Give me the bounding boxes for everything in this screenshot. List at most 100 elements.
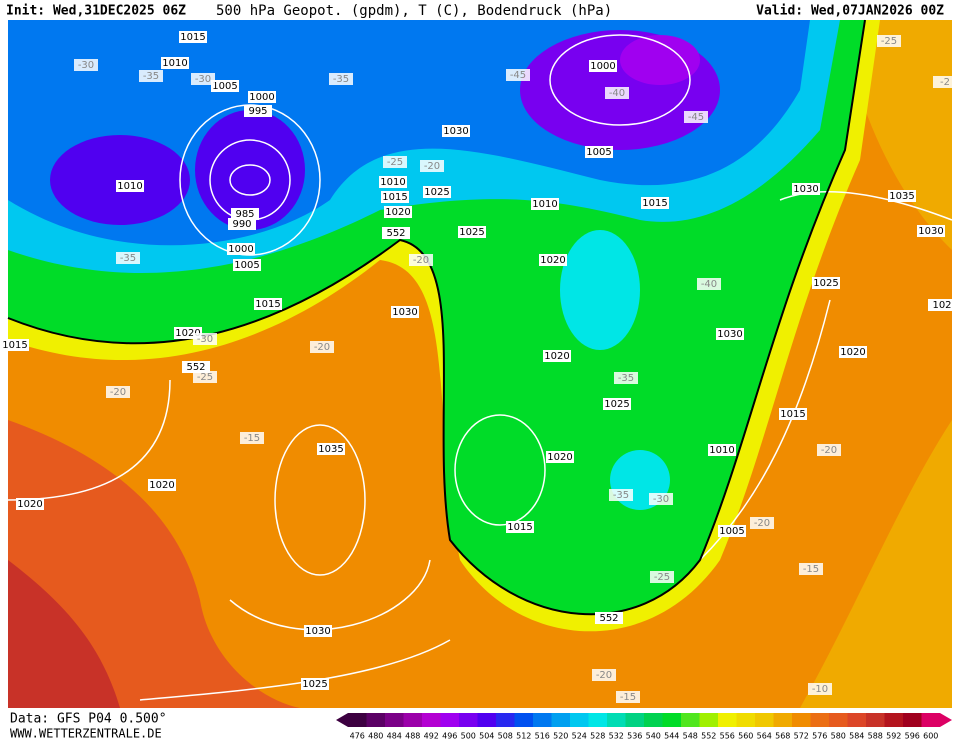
isobar-label: 1010 [380, 177, 405, 188]
temperature-label-box [616, 691, 640, 703]
colorbar-swatch [533, 713, 552, 727]
isobar-label: 1000 [249, 92, 274, 103]
isobar-label: 1025 [813, 278, 838, 289]
temperature-label: -2 [940, 77, 950, 88]
title: 500 hPa Geopot. (gpdm), T (C), Bodendruc… [216, 3, 612, 19]
isobar-label: 552 [386, 228, 405, 239]
colorbar-label: 528 [590, 732, 605, 741]
isobar-label: 1020 [385, 207, 410, 218]
isobar-label: 985 [235, 209, 254, 220]
temperature-label-box [684, 111, 708, 123]
isobar-label-box [589, 60, 617, 72]
temperature-label-box [592, 669, 616, 681]
isobar-label-box [179, 31, 207, 43]
isobar-label-box [839, 346, 867, 358]
temperature-label: -45 [688, 112, 704, 123]
temperature-label-box [609, 489, 633, 501]
isobar-label-box [254, 298, 282, 310]
temperature-label-box [240, 432, 264, 444]
colorbar-swatch [847, 713, 866, 727]
colorbar-swatch [829, 713, 848, 727]
isobar-label-box [716, 328, 744, 340]
temperature-label: -30 [653, 494, 669, 505]
temperature-label: -35 [143, 71, 159, 82]
temperature-label-box [877, 35, 901, 47]
temperature-label: -30 [197, 334, 213, 345]
isobar-label: 1000 [228, 244, 253, 255]
colorbar-swatch [477, 713, 496, 727]
temperature-label: -20 [821, 445, 837, 456]
colorbar-swatch [755, 713, 774, 727]
isobar-label-box [16, 498, 44, 510]
colorbar-label: 516 [535, 732, 550, 741]
isobar-label: 1015 [780, 409, 805, 420]
colorbar-swatch [403, 713, 422, 727]
colorbar-label: 508 [498, 732, 513, 741]
isobar-label-box [585, 146, 613, 158]
colorbar-label: 584 [849, 732, 864, 741]
isobar-label: 1025 [424, 187, 449, 198]
colorbar-swatch [773, 713, 792, 727]
isobar-label: 1015 [2, 340, 27, 351]
temperature-label-box [817, 444, 841, 456]
colorbar-swatch [496, 713, 515, 727]
contour-552 [7, 19, 866, 616]
colorbar-label: 548 [683, 732, 698, 741]
source-text: Data: GFS P04 0.500° [10, 712, 167, 727]
temperature-label-box [193, 371, 217, 383]
temperature-label-box [420, 160, 444, 172]
temperature-label-box [697, 278, 721, 290]
isobar-label: 1020 [149, 480, 174, 491]
colorbar-label: 476 [350, 732, 365, 741]
colorbar-swatch [699, 713, 718, 727]
colorbar-label: 556 [720, 732, 735, 741]
temperature-label: -35 [618, 373, 634, 384]
colorbar-swatch [385, 713, 404, 727]
temperature-label: -15 [803, 564, 819, 575]
temperature-label: -20 [596, 670, 612, 681]
isobar-label: 1015 [642, 198, 667, 209]
colorbar-label: 540 [646, 732, 661, 741]
colorbar-label: 568 [775, 732, 790, 741]
isobar-label-box [917, 225, 945, 237]
isobar-label: 1000 [590, 61, 615, 72]
isobar-label-box [248, 91, 276, 103]
isobar-label-box [227, 243, 255, 255]
temperature-label: -30 [195, 74, 211, 85]
colorbar-swatch [366, 713, 385, 727]
isobar-label: 1020 [17, 499, 42, 510]
isobar-label-box [595, 612, 623, 624]
colorbar-label: 532 [609, 732, 624, 741]
isobar-label-box [1, 339, 29, 351]
isobar-label: 1010 [117, 181, 142, 192]
isobar-label: 1030 [392, 307, 417, 318]
isobar-label: 1005 [719, 526, 744, 537]
temperature-label-box [799, 563, 823, 575]
isobar-label: 1010 [162, 58, 187, 69]
isobar-label-box [531, 198, 559, 210]
colorbar-label: 596 [905, 732, 920, 741]
valid-text: Valid: Wed,07JAN2026 00Z [756, 4, 944, 19]
isobar-label: 1015 [382, 192, 407, 203]
isobar-label: 1010 [709, 445, 734, 456]
colorbar-swatch [718, 713, 737, 727]
colorbar-swatch [422, 713, 441, 727]
isobar-label-box [888, 190, 916, 202]
isobar-label-box [506, 521, 534, 533]
isobar-label-box [231, 208, 259, 220]
colorbar-swatch [681, 713, 700, 727]
isobar-label: 1020 [544, 351, 569, 362]
colorbar-label: 592 [886, 732, 901, 741]
colorbar-swatch [551, 713, 570, 727]
temperature-label: -20 [314, 342, 330, 353]
isobar-label: 1025 [604, 399, 629, 410]
isobar-label: 1030 [717, 329, 742, 340]
isobar-label-box [116, 180, 144, 192]
temperature-label: -35 [613, 490, 629, 501]
isobar-label-box [182, 361, 210, 373]
colorbar-label: 588 [868, 732, 883, 741]
colorbar-label: 552 [701, 732, 716, 741]
colorbar-swatch [921, 713, 940, 727]
